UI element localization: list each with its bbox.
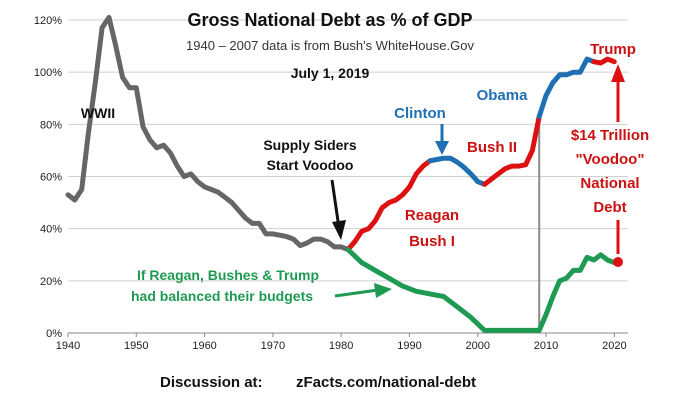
series-line-red-3 <box>482 114 542 187</box>
series-line-blue-4 <box>536 56 597 119</box>
annotation-start-voodoo: Start Voodoo <box>267 157 354 173</box>
series-line-blue-2 <box>427 155 488 187</box>
grid-layer <box>68 19 628 334</box>
y-tick-label: 0% <box>46 328 62 340</box>
y-tick-label: 60% <box>40 172 62 184</box>
annotation-14-trillion: $14 Trillion <box>571 127 649 144</box>
x-tick-label: 1940 <box>56 340 80 352</box>
y-tick-label: 20% <box>40 276 62 288</box>
footer-link[interactable]: zFacts.com/national-debt <box>296 374 476 391</box>
debt-end-dot <box>613 257 623 267</box>
debt-down-line <box>613 220 623 267</box>
annotation-debt: Debt <box>593 199 626 216</box>
annotation-bush-i: Bush I <box>409 233 455 250</box>
series-line-gray-0 <box>65 14 351 252</box>
chart-title: Gross National Debt as % of GDP <box>187 10 472 30</box>
series-line-green-6 <box>345 247 617 333</box>
y-tick-label: 80% <box>40 119 62 131</box>
annotation-green-line-1: If Reagan, Bushes & Trump <box>137 267 319 283</box>
y-tick-label: 100% <box>34 67 62 79</box>
x-tick-label: 1970 <box>261 340 285 352</box>
chart-subtitle: 1940 – 2007 data is from Bush's WhiteHou… <box>186 38 474 53</box>
x-tick-label: 2000 <box>466 340 490 352</box>
clinton-arrow <box>435 124 449 155</box>
series-layer <box>65 14 617 333</box>
x-tick-label: 1990 <box>397 340 421 352</box>
annotation-trump: Trump <box>590 41 636 58</box>
x-tick-label: 1980 <box>329 340 353 352</box>
x-tick-label: 2020 <box>602 340 626 352</box>
annotation-supply-siders: Supply Siders <box>263 137 357 153</box>
annotation-reagan: Reagan <box>405 207 459 224</box>
x-tick-label: 2010 <box>534 340 558 352</box>
annotation-voodoo: "Voodoo" <box>576 151 645 168</box>
annotation-clinton: Clinton <box>394 105 446 122</box>
chart-date: July 1, 2019 <box>291 65 370 81</box>
supply-siders-arrow <box>330 179 346 240</box>
x-tick-label: 1960 <box>192 340 216 352</box>
annotation-bush-ii: Bush II <box>467 139 517 156</box>
footer-prefix: Discussion at: <box>160 374 263 391</box>
axis-layer: 0% 20% 40% 60% 80% 100% 120% 1940 1950 1960 1970 19… <box>34 15 628 352</box>
annotation-national: National <box>580 175 639 192</box>
annotation-wwii: WWII <box>81 105 115 121</box>
annotation-obama: Obama <box>477 87 529 104</box>
x-tick-label: 1950 <box>124 340 148 352</box>
y-tick-label: 40% <box>40 224 62 236</box>
debt-up-arrow <box>611 64 625 122</box>
y-tick-label: 120% <box>34 15 62 27</box>
series-line-red-1 <box>345 158 433 252</box>
series-line-red-5 <box>591 56 617 66</box>
green-arrow <box>334 283 392 298</box>
annotation-green-line-2: had balanced their budgets <box>131 288 313 304</box>
